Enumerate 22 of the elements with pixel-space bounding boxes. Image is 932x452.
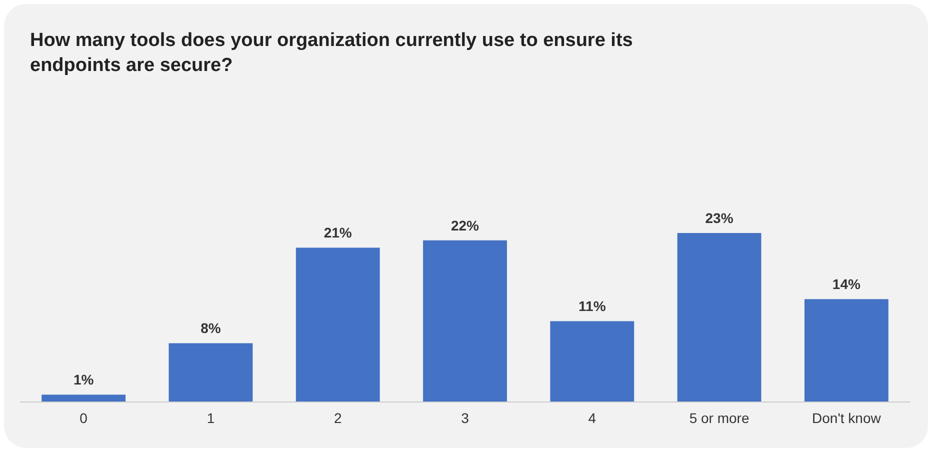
chart-title: How many tools does your organization currently use to ensure its endpoints are secure? [30, 29, 634, 78]
x-tick-label: Don't know [812, 410, 882, 426]
bar [677, 233, 762, 402]
x-tick-label: 1 [206, 410, 215, 426]
x-tick-label: 0 [80, 410, 88, 426]
bar [168, 343, 253, 402]
bar [550, 321, 634, 402]
data-label: 8% [200, 320, 222, 336]
x-tick-label: 2 [334, 410, 342, 426]
x-tick-label: 4 [588, 410, 596, 426]
data-label: 23% [705, 210, 734, 226]
bar [804, 299, 888, 402]
x-tick-label: 5 or more [689, 410, 750, 426]
data-label: 14% [832, 276, 861, 292]
bar [296, 248, 380, 402]
data-label: 1% [73, 372, 94, 388]
data-label: 11% [578, 298, 606, 314]
data-label: 21% [324, 224, 352, 241]
data-label: 22% [450, 217, 480, 234]
x-tick-label: 3 [461, 410, 470, 426]
bar [423, 240, 507, 402]
bar [42, 394, 126, 402]
